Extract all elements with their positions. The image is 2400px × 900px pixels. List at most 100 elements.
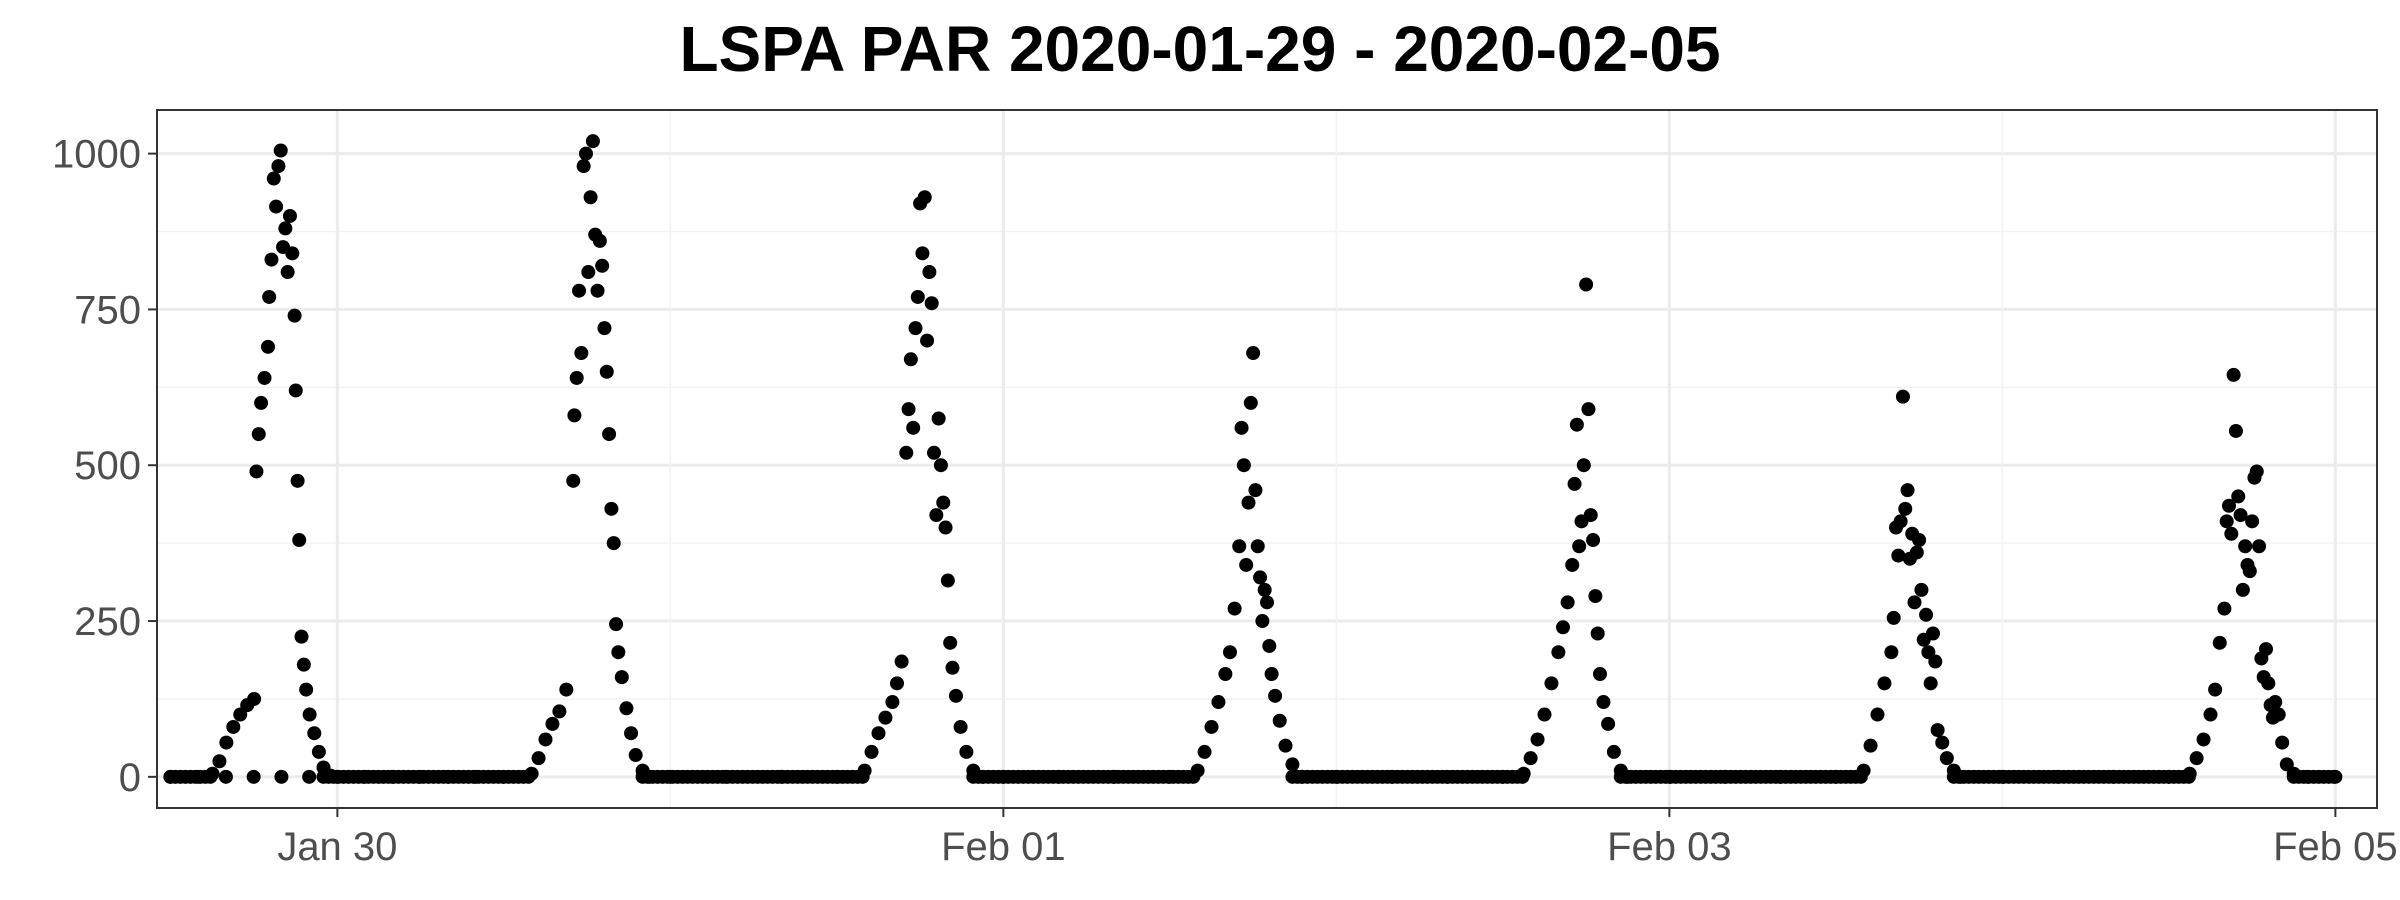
data-point <box>2326 769 2341 784</box>
data-point <box>1253 570 1268 585</box>
data-point <box>266 171 281 186</box>
data-point <box>910 289 925 304</box>
data-point <box>920 333 935 348</box>
data-point <box>953 719 968 734</box>
data-point <box>1246 346 1261 361</box>
data-point <box>611 645 626 660</box>
plot-panel-border <box>156 109 2378 809</box>
data-point <box>595 258 610 273</box>
data-point <box>1241 495 1256 510</box>
data-point <box>219 735 234 750</box>
data-point <box>1895 389 1910 404</box>
data-point <box>226 719 241 734</box>
data-point <box>574 346 589 361</box>
data-point <box>1556 620 1570 635</box>
data-point <box>602 427 617 442</box>
data-point <box>592 233 607 248</box>
data-point <box>1257 582 1272 597</box>
data-point <box>1569 417 1584 432</box>
data-point <box>2226 367 2241 382</box>
data-point <box>614 670 629 685</box>
data-point <box>569 370 584 385</box>
data-point <box>271 159 286 174</box>
data-point <box>311 744 326 759</box>
chart-title: LSPA PAR 2020-01-29 - 2020-02-05 <box>679 13 1721 85</box>
data-point <box>1560 595 1575 610</box>
data-point <box>288 383 303 398</box>
data-point <box>1863 738 1878 753</box>
data-point <box>251 427 266 442</box>
data-point <box>2275 735 2290 750</box>
y-tick-label: 500 <box>74 444 141 488</box>
data-point <box>1590 626 1605 641</box>
data-point <box>1268 688 1283 703</box>
data-point <box>871 726 886 741</box>
data-point <box>1884 645 1899 660</box>
data-point <box>1606 744 1621 759</box>
data-point <box>1278 738 1293 753</box>
data-point <box>278 221 293 236</box>
data-point <box>302 707 317 722</box>
data-point <box>1223 645 1237 660</box>
data-point <box>285 246 300 261</box>
data-point <box>2222 498 2236 513</box>
data-point <box>929 508 944 523</box>
data-point <box>2196 732 2211 747</box>
data-point <box>1583 508 1598 523</box>
data-point <box>1236 458 1251 473</box>
data-point <box>1928 654 1943 669</box>
data-point <box>1515 769 1530 784</box>
data-point <box>269 199 284 214</box>
data-point <box>1914 582 1929 597</box>
data-point <box>307 726 322 741</box>
data-point <box>940 573 955 588</box>
data-point <box>936 495 951 510</box>
data-point <box>2203 707 2218 722</box>
data-point <box>261 339 275 354</box>
data-point <box>1877 676 1892 691</box>
data-point <box>2271 707 2286 722</box>
x-tick-label: Feb 01 <box>941 825 1066 869</box>
data-point <box>1581 402 1596 417</box>
data-point <box>903 352 918 367</box>
data-point <box>1593 667 1607 682</box>
data-point <box>894 654 909 669</box>
data-point <box>545 716 560 731</box>
data-point <box>294 629 309 644</box>
data-point <box>1926 626 1940 641</box>
data-point <box>2259 642 2273 657</box>
data-point <box>885 695 900 710</box>
data-point <box>2238 539 2253 554</box>
data-point <box>531 751 546 766</box>
data-point <box>931 411 946 426</box>
data-point <box>1576 458 1591 473</box>
data-point <box>1586 533 1601 548</box>
data-point <box>1197 744 1212 759</box>
data-point <box>1285 757 1300 772</box>
data-point <box>572 283 587 298</box>
data-point <box>299 682 314 697</box>
data-point <box>1537 707 1552 722</box>
data-point <box>890 676 904 691</box>
data-point <box>1544 676 1559 691</box>
data-point <box>254 395 269 410</box>
data-point <box>296 657 311 672</box>
data-point <box>917 190 932 205</box>
data-point <box>552 704 567 719</box>
data-point <box>2231 489 2246 504</box>
data-point <box>578 146 593 161</box>
data-point <box>581 265 596 280</box>
data-point <box>2181 769 2196 784</box>
data-point <box>945 660 960 675</box>
y-tick-label: 750 <box>74 288 141 332</box>
data-point <box>257 370 272 385</box>
data-point <box>1551 645 1566 660</box>
data-point <box>1579 277 1594 292</box>
data-point <box>1232 539 1247 554</box>
data-point <box>264 252 279 267</box>
data-point <box>559 682 574 697</box>
x-tick-label: Feb 03 <box>1607 825 1732 869</box>
data-point <box>302 769 317 784</box>
data-point <box>2224 526 2239 541</box>
